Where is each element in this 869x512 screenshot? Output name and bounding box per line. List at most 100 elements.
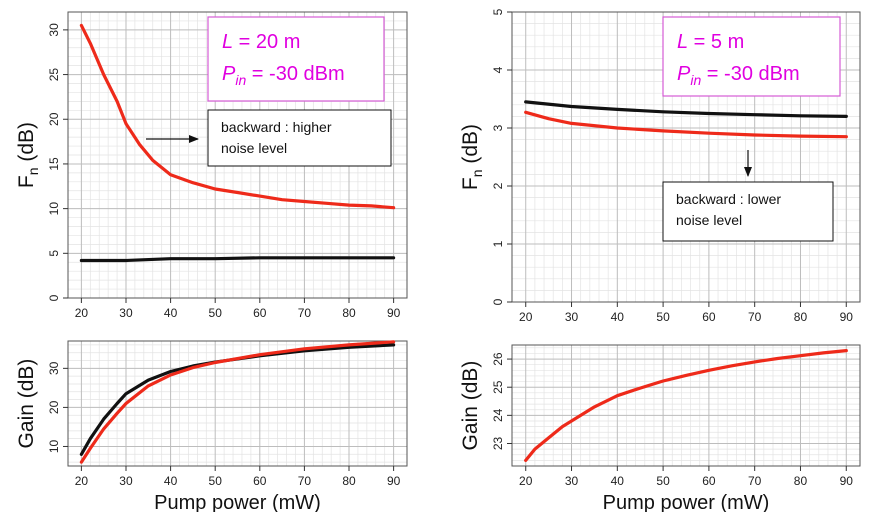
y-tick-label: 20 [47, 112, 61, 126]
annotation-power-sub: in [690, 72, 701, 88]
x-tick-label: 40 [164, 306, 178, 320]
y-axis-label: Gain (dB) [459, 361, 482, 451]
annotation-length-value: = 5 m [688, 31, 744, 53]
series-line-1 [79, 256, 396, 263]
annotation-power: Pin = -30 dBm [677, 63, 800, 88]
series-line-1 [79, 340, 396, 464]
y-tick-label: 5 [47, 250, 61, 257]
x-tick-label: 70 [748, 474, 762, 488]
y-tick-label: 4 [491, 66, 505, 73]
y-tick-label: 1 [491, 240, 505, 247]
annotation-power: Pin = -30 dBm [222, 63, 345, 88]
x-tick-label: 40 [611, 474, 625, 488]
y-axis-label-unit: (dB) [15, 122, 38, 168]
annotation-box [662, 16, 841, 97]
series-line-0 [524, 100, 848, 119]
y-tick-label: 2 [491, 182, 505, 189]
y-tick-label: 30 [47, 361, 61, 375]
series-line-1 [524, 110, 848, 139]
note-box [207, 109, 392, 167]
y-tick-label: 23 [491, 436, 505, 450]
x-tick-label: 60 [702, 310, 716, 324]
y-axis-label-unit: (dB) [459, 124, 482, 170]
x-tick-label: 40 [164, 474, 178, 488]
y-tick-label: 0 [491, 298, 505, 305]
plot-frame [67, 11, 408, 299]
x-tick-label: 50 [209, 306, 223, 320]
x-tick-label: 80 [342, 306, 356, 320]
annotation-power-sub: in [235, 72, 246, 88]
x-tick-label: 30 [565, 310, 579, 324]
x-tick-label: 50 [209, 474, 223, 488]
panel-noise-figure-5m: 20 30 40 50 60 70 80 90 0 1 2 3 4 5 Fn (dB) L = 5 m Pin … [459, 8, 861, 324]
y-tick-label: 10 [47, 202, 61, 216]
x-tick-label: 20 [75, 306, 89, 320]
y-tick-label: 30 [47, 23, 61, 37]
x-tick-label: 30 [119, 306, 133, 320]
annotation-length: L = 20 m [222, 31, 300, 53]
annotation-power-symbol: P [222, 63, 236, 85]
x-tick-label: 80 [342, 474, 356, 488]
x-tick-label: 60 [253, 306, 267, 320]
y-tick-label: 20 [47, 400, 61, 414]
y-axis-label-main: F [15, 175, 38, 188]
x-tick-label: 80 [794, 474, 808, 488]
note-box [662, 181, 834, 242]
x-tick-label: 70 [298, 474, 312, 488]
annotation-length: L = 5 m [677, 31, 744, 53]
plot-area [512, 345, 860, 466]
x-tick-label: 30 [119, 474, 133, 488]
x-tick-label: 90 [387, 306, 401, 320]
x-tick-label: 90 [387, 474, 401, 488]
panel-gain-5m: 20 30 40 50 60 70 80 90 23 24 25 26 Gain (dB) Pump po… [459, 344, 861, 512]
y-axis-label: Fn (dB) [15, 122, 41, 188]
y-tick-label: 3 [491, 124, 505, 131]
annotation-box [207, 16, 385, 102]
x-axis-label: Pump power (mW) [603, 492, 770, 512]
x-tick-label: 70 [748, 310, 762, 324]
plot-frame [67, 340, 408, 467]
x-axis-label: Pump power (mW) [154, 492, 321, 512]
y-tick-label: 5 [491, 8, 505, 15]
series-line-0 [79, 343, 396, 456]
x-tick-label: 70 [298, 306, 312, 320]
y-axis-label-main: F [459, 177, 482, 190]
annotation-power-value: = -30 dBm [246, 63, 344, 85]
x-tick-label: 20 [519, 474, 533, 488]
annotation-length-symbol: L [677, 31, 688, 53]
y-tick-label: 10 [47, 439, 61, 453]
annotation-length-symbol: L [222, 31, 233, 53]
y-tick-label: 25 [47, 68, 61, 82]
y-tick-label: 0 [47, 294, 61, 301]
plot-frame [511, 11, 861, 303]
annotation-power-value: = -30 dBm [701, 63, 799, 85]
note-text: noise level [221, 140, 287, 156]
x-tick-label: 60 [702, 474, 716, 488]
y-tick-label: 15 [47, 157, 61, 171]
y-tick-label: 24 [491, 408, 505, 422]
x-tick-label: 80 [794, 310, 808, 324]
x-tick-label: 50 [656, 310, 670, 324]
note-text: backward : higher [221, 119, 332, 135]
series-line-0 [524, 349, 848, 462]
y-tick-label: 25 [491, 380, 505, 394]
x-tick-label: 30 [565, 474, 579, 488]
x-tick-label: 90 [840, 474, 854, 488]
y-axis-label: Gain (dB) [15, 359, 38, 449]
x-tick-label: 20 [519, 310, 533, 324]
x-tick-label: 50 [656, 474, 670, 488]
x-tick-label: 40 [611, 310, 625, 324]
annotation-power-symbol: P [677, 63, 691, 85]
panel-noise-figure-20m: 20 30 40 50 60 70 80 90 0 5 10 15 20 25 30 Fn (dB) L = 2… [15, 11, 408, 320]
plot-frame [511, 344, 861, 467]
y-axis-label: Fn (dB) [459, 124, 485, 190]
x-tick-label: 90 [840, 310, 854, 324]
note-text: noise level [676, 212, 742, 228]
y-tick-label: 26 [491, 352, 505, 366]
x-tick-label: 20 [75, 474, 89, 488]
note-text: backward : lower [676, 191, 781, 207]
series-line-0 [79, 23, 396, 210]
y-axis-label-sub: n [25, 167, 41, 175]
x-tick-label: 60 [253, 474, 267, 488]
